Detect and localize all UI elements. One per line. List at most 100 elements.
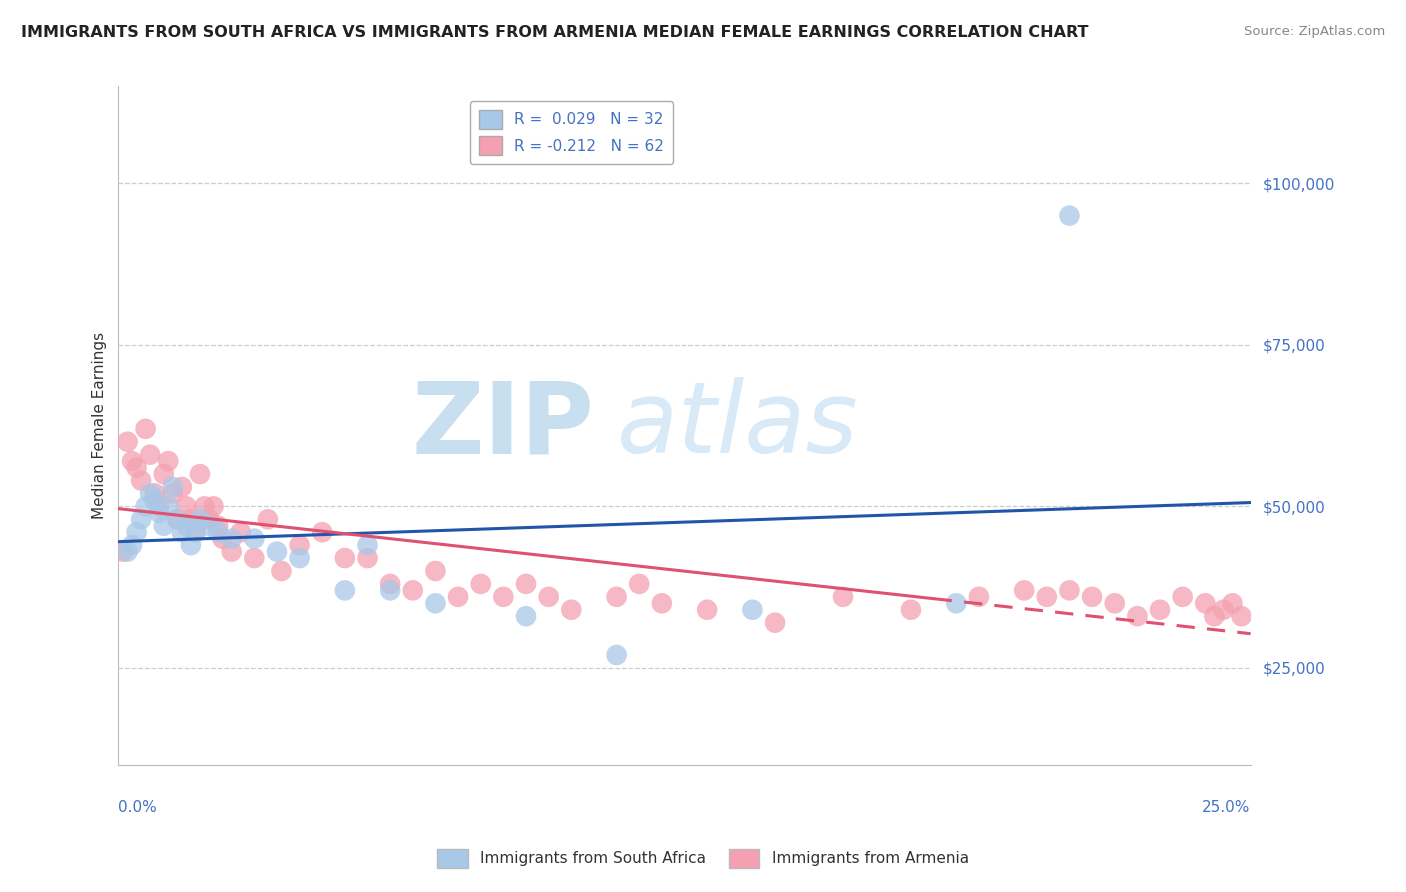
Point — [763, 615, 786, 630]
Point — [257, 512, 280, 526]
Point — [180, 512, 202, 526]
Point — [945, 596, 967, 610]
Point — [207, 518, 229, 533]
Point — [1149, 603, 1171, 617]
Text: 25.0%: 25.0% — [1202, 799, 1250, 814]
Point — [193, 500, 215, 514]
Point — [188, 512, 211, 526]
Point — [152, 467, 174, 481]
Point — [832, 590, 855, 604]
Point — [170, 525, 193, 540]
Point — [111, 544, 134, 558]
Point — [162, 480, 184, 494]
Point — [492, 590, 515, 604]
Point — [184, 525, 207, 540]
Point — [143, 492, 166, 507]
Point — [221, 532, 243, 546]
Point — [135, 422, 157, 436]
Point — [129, 474, 152, 488]
Point — [157, 500, 180, 514]
Point — [207, 525, 229, 540]
Legend: R =  0.029   N = 32, R = -0.212   N = 62: R = 0.029 N = 32, R = -0.212 N = 62 — [470, 101, 673, 164]
Point — [125, 525, 148, 540]
Text: IMMIGRANTS FROM SOUTH AFRICA VS IMMIGRANTS FROM ARMENIA MEDIAN FEMALE EARNINGS C: IMMIGRANTS FROM SOUTH AFRICA VS IMMIGRAN… — [21, 25, 1088, 40]
Point — [402, 583, 425, 598]
Point — [211, 532, 233, 546]
Text: 0.0%: 0.0% — [118, 799, 157, 814]
Point — [333, 551, 356, 566]
Point — [425, 596, 447, 610]
Point — [1012, 583, 1035, 598]
Point — [560, 603, 582, 617]
Point — [221, 544, 243, 558]
Point — [537, 590, 560, 604]
Point — [121, 454, 143, 468]
Point — [117, 434, 139, 449]
Point — [1171, 590, 1194, 604]
Legend: Immigrants from South Africa, Immigrants from Armenia: Immigrants from South Africa, Immigrants… — [432, 843, 974, 873]
Point — [157, 454, 180, 468]
Point — [121, 538, 143, 552]
Text: ZIP: ZIP — [411, 377, 593, 475]
Point — [1230, 609, 1253, 624]
Point — [288, 551, 311, 566]
Point — [243, 532, 266, 546]
Point — [1104, 596, 1126, 610]
Point — [229, 525, 252, 540]
Point — [139, 448, 162, 462]
Point — [1059, 583, 1081, 598]
Point — [184, 525, 207, 540]
Point — [125, 460, 148, 475]
Point — [176, 518, 198, 533]
Point — [900, 603, 922, 617]
Point — [1081, 590, 1104, 604]
Point — [1036, 590, 1059, 604]
Point — [176, 500, 198, 514]
Point — [152, 518, 174, 533]
Point — [139, 486, 162, 500]
Text: Source: ZipAtlas.com: Source: ZipAtlas.com — [1244, 25, 1385, 38]
Point — [162, 486, 184, 500]
Point — [515, 577, 537, 591]
Point — [515, 609, 537, 624]
Y-axis label: Median Female Earnings: Median Female Earnings — [93, 332, 107, 519]
Point — [1212, 603, 1234, 617]
Point — [378, 583, 401, 598]
Point — [180, 538, 202, 552]
Point — [1222, 596, 1244, 610]
Point — [470, 577, 492, 591]
Point — [166, 512, 188, 526]
Point — [148, 506, 170, 520]
Point — [166, 512, 188, 526]
Text: atlas: atlas — [617, 377, 858, 475]
Point — [143, 486, 166, 500]
Point — [425, 564, 447, 578]
Point — [202, 500, 225, 514]
Point — [606, 648, 628, 662]
Point — [117, 544, 139, 558]
Point — [651, 596, 673, 610]
Point — [270, 564, 292, 578]
Point — [129, 512, 152, 526]
Point — [741, 603, 763, 617]
Point — [188, 467, 211, 481]
Point — [333, 583, 356, 598]
Point — [311, 525, 333, 540]
Point — [628, 577, 651, 591]
Point — [447, 590, 470, 604]
Point — [243, 551, 266, 566]
Point — [356, 551, 378, 566]
Point — [1059, 209, 1081, 223]
Point — [1126, 609, 1149, 624]
Point — [170, 480, 193, 494]
Point — [135, 500, 157, 514]
Point — [266, 544, 288, 558]
Point — [378, 577, 401, 591]
Point — [198, 512, 221, 526]
Point — [606, 590, 628, 604]
Point — [288, 538, 311, 552]
Point — [1194, 596, 1216, 610]
Point — [696, 603, 718, 617]
Point — [356, 538, 378, 552]
Point — [1204, 609, 1226, 624]
